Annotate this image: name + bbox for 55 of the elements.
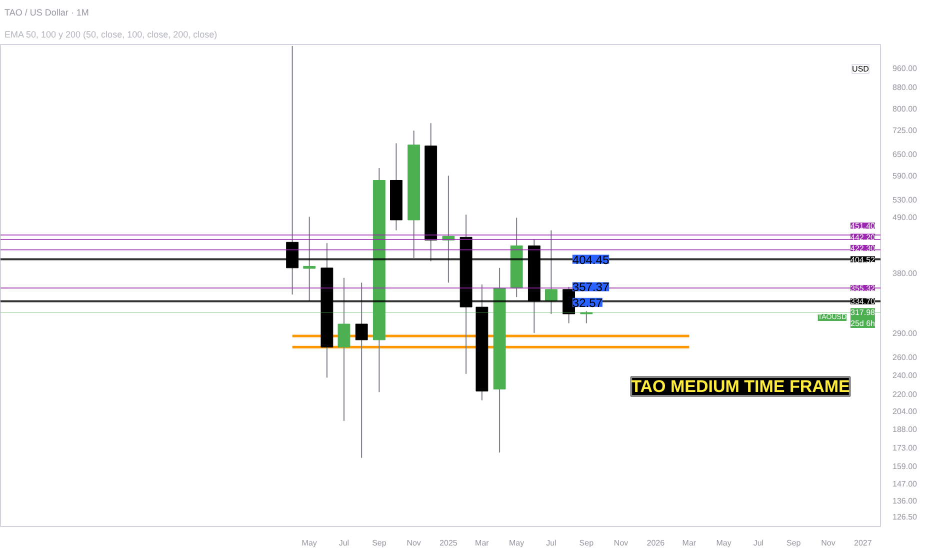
x-tick-label: Mar — [475, 538, 490, 548]
y-tick-label: 290.00 — [892, 328, 918, 338]
x-tick-label: 2027 — [854, 538, 872, 548]
ref-line-label: 355.32 — [850, 284, 876, 293]
x-tick-label: 2026 — [646, 538, 666, 548]
annotation: TAO MEDIUM TIME FRAME — [631, 377, 850, 396]
x-tick-label: Nov — [406, 538, 421, 548]
y-tick-label: 240.00 — [892, 370, 918, 380]
ref-line-label: 422.30 — [850, 244, 876, 254]
y-tick-label: 136.00 — [892, 496, 918, 506]
y-tick-label: 220.00 — [892, 390, 918, 400]
ref-line-label: 334.70 — [850, 297, 876, 306]
y-tick-label: 530.00 — [892, 195, 918, 204]
y-tick-label: 725.00 — [892, 126, 918, 136]
x-tick-label: May — [509, 538, 524, 548]
y-axis-title: USD — [852, 64, 870, 74]
ref-line-label: 404.52 — [850, 255, 876, 264]
x-tick-label: Sep — [786, 538, 802, 548]
x-tick-label: Mar — [682, 538, 696, 548]
candlestick — [338, 277, 350, 422]
y-tick-label: 260.00 — [892, 353, 918, 362]
chart-subtitle: EMA 50, 100 y 200 (50, close, 100, close, 200, close) — [4, 30, 218, 40]
ref-line-label: 442.20 — [850, 232, 876, 242]
x-tick-label: Jul — [546, 538, 557, 548]
y-tick-label: 126.50 — [892, 512, 918, 522]
x-tick-label: Jul — [338, 538, 350, 548]
x-tick-label: Jul — [753, 538, 764, 548]
x-tick-label: May — [302, 538, 317, 548]
x-tick-label: Sep — [579, 538, 594, 548]
y-tick-label: 590.00 — [892, 172, 918, 181]
y-tick-label: 880.00 — [892, 83, 918, 92]
x-tick-label: 2025 — [440, 538, 458, 548]
y-tick-label: 159.00 — [892, 462, 918, 472]
candlestick — [580, 310, 593, 324]
annotation: 404.45 — [572, 252, 610, 267]
y-tick-label: 204.00 — [892, 406, 918, 416]
y-tick-label: 188.00 — [892, 424, 918, 434]
annotation: 357.37 — [572, 280, 610, 294]
y-tick-label: 650.00 — [892, 150, 918, 160]
y-tick-label: 380.00 — [892, 269, 918, 278]
y-tick-label: 490.00 — [892, 212, 918, 222]
candlestick — [545, 230, 558, 314]
x-tick-label: May — [716, 538, 732, 548]
y-tick-label: 173.00 — [892, 443, 918, 452]
y-tick-label: 800.00 — [892, 104, 918, 114]
annotation: 32.57 — [572, 296, 603, 310]
ref-line-label: 451.40 — [850, 222, 876, 231]
x-tick-label: Nov — [821, 538, 836, 548]
candlestick — [303, 216, 316, 302]
ref-line-label: 317.98 25d 6h — [850, 308, 876, 328]
y-tick-label: 147.00 — [892, 479, 918, 488]
x-tick-label: Nov — [614, 538, 628, 548]
chart-title: TAO / US Dollar · 1M — [4, 8, 89, 18]
x-tick-label: Sep — [372, 538, 387, 548]
y-tick-label: 960.00 — [892, 64, 918, 73]
